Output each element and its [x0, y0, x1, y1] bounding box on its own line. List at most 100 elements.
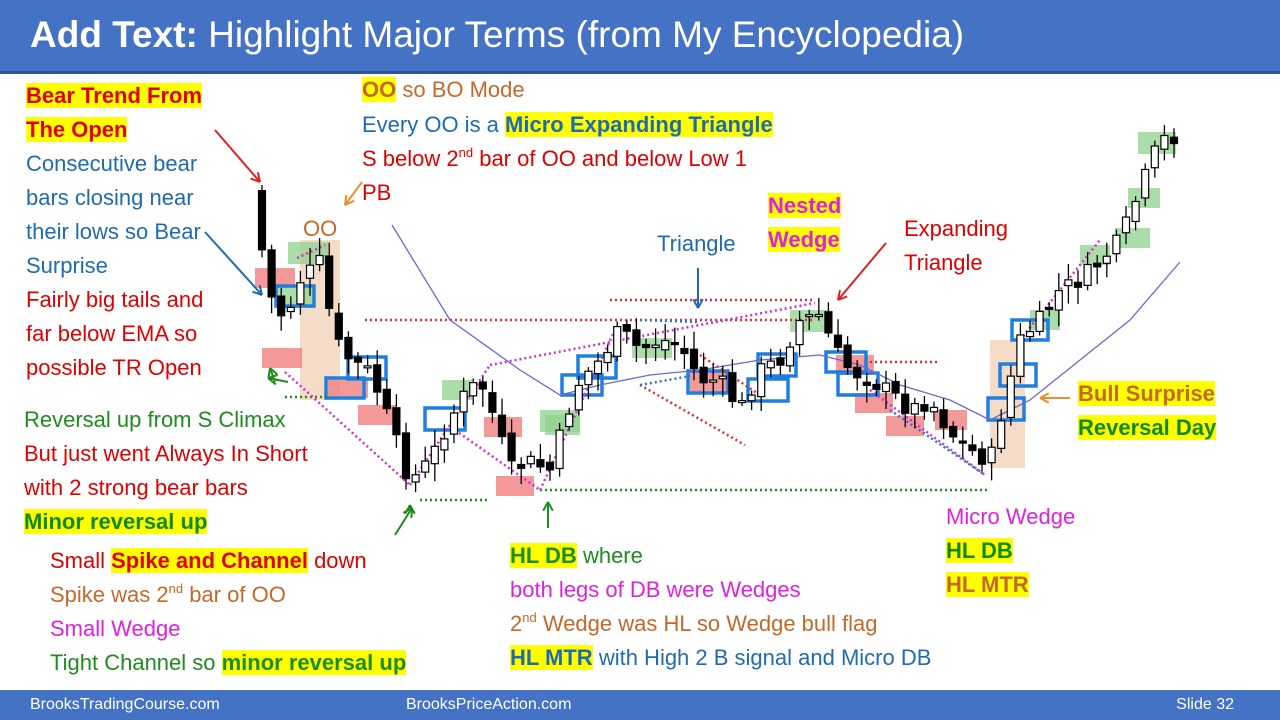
bull-candle	[315, 254, 324, 266]
bull-candle	[593, 360, 603, 375]
dotted-line	[454, 428, 541, 492]
bull-candle	[430, 445, 439, 465]
label-nested: Nested	[768, 191, 842, 221]
note-always-in-2: with 2 strong bear bars	[24, 475, 248, 500]
arrow-head-icon	[344, 194, 348, 206]
text-hl: Micro Expanding Triangle	[505, 112, 773, 137]
text-hl: HL MTR	[510, 645, 593, 670]
dotted-line	[489, 301, 816, 367]
bear-candle	[1045, 306, 1054, 310]
arrow-head-icon	[267, 367, 271, 379]
dotted-line	[639, 374, 691, 387]
bull-candle	[1006, 375, 1015, 419]
text: Small	[50, 548, 112, 573]
bear-candle	[545, 461, 555, 471]
note-hl-mtr-right: HL MTR	[946, 570, 1029, 600]
label-bear-trend: Bear Trend From	[26, 81, 203, 111]
text: Minor reversal up	[24, 509, 208, 534]
bull-candle	[565, 413, 574, 428]
arrow-head-icon	[269, 367, 279, 376]
bull-candle	[613, 325, 622, 357]
bull-candle	[1131, 200, 1140, 223]
bear-candle	[488, 392, 497, 413]
bear-candle	[1169, 136, 1179, 145]
note-wedge-hl: 2nd Wedge was HL so Wedge bull flag	[510, 609, 878, 639]
text: with High 2 B signal and Micro DB	[592, 645, 932, 670]
label-wedge: Wedge	[768, 225, 840, 255]
dotted-line	[296, 243, 326, 260]
note-blue-4: Surprise	[26, 253, 108, 278]
bear-candle	[977, 448, 987, 465]
bear-candle	[891, 380, 900, 394]
text: Spike was 2	[50, 582, 169, 607]
note-blue-2: bars closing near	[26, 185, 194, 210]
text-hl: Spike and Channel	[111, 548, 308, 573]
note-small-wedge: Small Wedge	[50, 616, 181, 641]
bull-candle	[1141, 168, 1150, 199]
bull-candle	[1035, 310, 1044, 333]
text-hl: OO	[362, 77, 397, 102]
bear-candle	[776, 357, 785, 366]
signal-bar-box	[274, 284, 316, 308]
arrow-head-icon	[344, 199, 355, 206]
text-hl: HL MTR	[946, 572, 1029, 597]
bull-candle	[718, 375, 727, 380]
label-bear-trend-2: The Open	[26, 115, 128, 145]
bear-candle	[968, 444, 977, 452]
bear-candle	[901, 393, 910, 414]
bear-candle	[257, 190, 267, 251]
note-blue-3: their lows so Bear	[26, 219, 201, 244]
signal-bar-box	[686, 369, 730, 395]
bear-candle	[699, 366, 708, 384]
bull-candle	[929, 406, 939, 413]
bear-candle	[325, 255, 334, 309]
text: Bear Trend From	[26, 83, 203, 108]
bear-bar-highlight	[496, 476, 534, 496]
sup: nd	[168, 581, 184, 596]
bull-candle	[305, 264, 315, 279]
bull-candle	[1025, 330, 1035, 338]
text: bar of OO and below Low 1	[473, 146, 748, 171]
bear-candle	[382, 388, 391, 410]
bull-candle	[584, 370, 593, 386]
footer-site-2: BrooksPriceAction.com	[406, 696, 572, 713]
bear-candle	[267, 249, 276, 298]
note-tight-channel: Tight Channel so minor reversal up	[50, 648, 407, 678]
bear-candle	[939, 409, 948, 429]
arrow-head-icon	[692, 298, 699, 309]
bull-candle	[286, 306, 295, 313]
note-red-1: Fairly big tails and	[26, 287, 204, 312]
sup: nd	[458, 145, 474, 160]
bull-candle	[459, 390, 468, 413]
bull-candle	[814, 313, 823, 318]
bull-candle	[1054, 289, 1063, 311]
title-bold: Add Text:	[30, 14, 198, 55]
bear-candle	[497, 414, 507, 438]
text: Tight Channel so	[50, 650, 222, 675]
label-triangle: Triangle	[657, 231, 736, 256]
bull-candle	[661, 339, 670, 351]
note-hl-db-right: HL DB	[946, 536, 1013, 566]
bull-candle	[795, 319, 804, 346]
bear-candle	[344, 336, 353, 360]
dotted-line	[284, 371, 411, 486]
bear-candle	[507, 432, 516, 462]
title-rest: Highlight Major Terms (from My Encyclope…	[197, 14, 965, 55]
signal-bar-box	[324, 376, 366, 400]
text: where	[576, 543, 643, 568]
bear-candle	[949, 425, 958, 438]
text: Every OO is a	[362, 112, 506, 137]
bear-bar-highlight	[328, 378, 368, 398]
text: down	[307, 548, 367, 573]
arrow-head-icon	[250, 177, 261, 183]
note-pb: PB	[362, 180, 392, 205]
bear-candle	[334, 312, 343, 340]
text-hl: Wedge	[768, 227, 840, 252]
note-hl-mtr: HL MTR with High 2 B signal and Micro DB	[510, 643, 931, 673]
text-hl: HL DB	[510, 543, 577, 568]
bull-candle	[449, 412, 459, 435]
bull-candle	[651, 344, 660, 349]
arrow-head-icon	[402, 507, 413, 514]
bull-candle	[363, 365, 372, 369]
